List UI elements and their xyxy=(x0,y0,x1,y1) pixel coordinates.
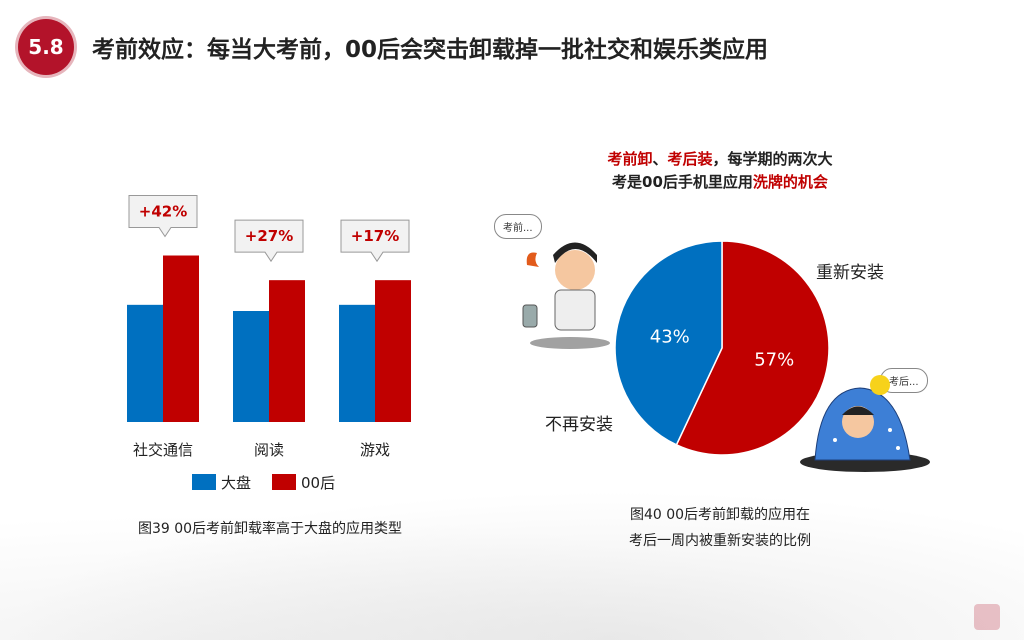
bar-0-1 xyxy=(233,311,269,422)
pie-heading-sep: 、 xyxy=(652,150,668,168)
annotation-box-2 xyxy=(340,219,410,263)
pie-heading-red-2: 考后装 xyxy=(667,150,713,168)
bar-0-2 xyxy=(339,304,375,422)
bar-1-2 xyxy=(375,280,411,422)
annotation-label-1: +27% xyxy=(245,227,293,245)
pie-slice-1 xyxy=(675,240,830,456)
annotation-box-1 xyxy=(234,219,304,263)
annotation-box-0 xyxy=(128,195,198,238)
pie-chart-caption: 图40 00后考前卸载的应用在 考后一周内被重新安装的比例 xyxy=(560,502,880,554)
legend-swatch-0 xyxy=(192,474,216,490)
pie-slice-0 xyxy=(614,240,723,446)
page-title: 考前效应：每当大考前，00后会突击卸载掉一批社交和娱乐类应用 xyxy=(92,37,769,63)
pie-heading-red-3: 洗牌的机会 xyxy=(752,173,828,191)
seal-stamp-icon xyxy=(974,604,1000,630)
category-label-1: 阅读 xyxy=(254,441,284,459)
category-label-2: 游戏 xyxy=(360,441,390,459)
bar-1-1 xyxy=(269,280,305,422)
legend-label-1: 00后 xyxy=(301,474,335,492)
pie-heading-rest: ，每学期的两次大 xyxy=(712,150,833,168)
bar-chart-caption: 图39 00后考前卸载率高于大盘的应用类型 xyxy=(137,521,403,537)
pie-value-label-1: 57% xyxy=(754,350,794,371)
speech-bubble-left: 考前... xyxy=(494,214,542,239)
pie-heading: 考前卸、考后装，每学期的两次大 考是00后手机里应用洗牌的机会 xyxy=(540,148,900,194)
pie-heading-red-1: 考前卸 xyxy=(607,150,653,168)
category-label-0: 社交通信 xyxy=(133,441,193,459)
annotation-label-2: +17% xyxy=(351,227,399,245)
bar-0-0 xyxy=(127,304,163,422)
section-badge: 5.8 xyxy=(18,19,74,75)
pie-heading-line2: 考是00后手机里应用 xyxy=(612,173,753,191)
student-cartoon-icon xyxy=(522,242,610,349)
pie-value-label-0: 43% xyxy=(650,326,690,347)
background-ink-wash xyxy=(0,490,1024,640)
pie-category-label-1: 重新安装 xyxy=(816,263,884,283)
annotation-label-0: +42% xyxy=(139,203,187,221)
legend-swatch-1 xyxy=(272,474,296,490)
bar-1-0 xyxy=(163,255,199,422)
legend-label-0: 大盘 xyxy=(221,474,251,492)
pie-caption-line-1: 图40 00后考前卸载的应用在 xyxy=(629,507,811,523)
pie-caption-line-2: 考后一周内被重新安装的比例 xyxy=(629,533,811,549)
pie-category-label-0: 不再安装 xyxy=(545,415,613,435)
sleeping-student-icon xyxy=(800,375,930,472)
